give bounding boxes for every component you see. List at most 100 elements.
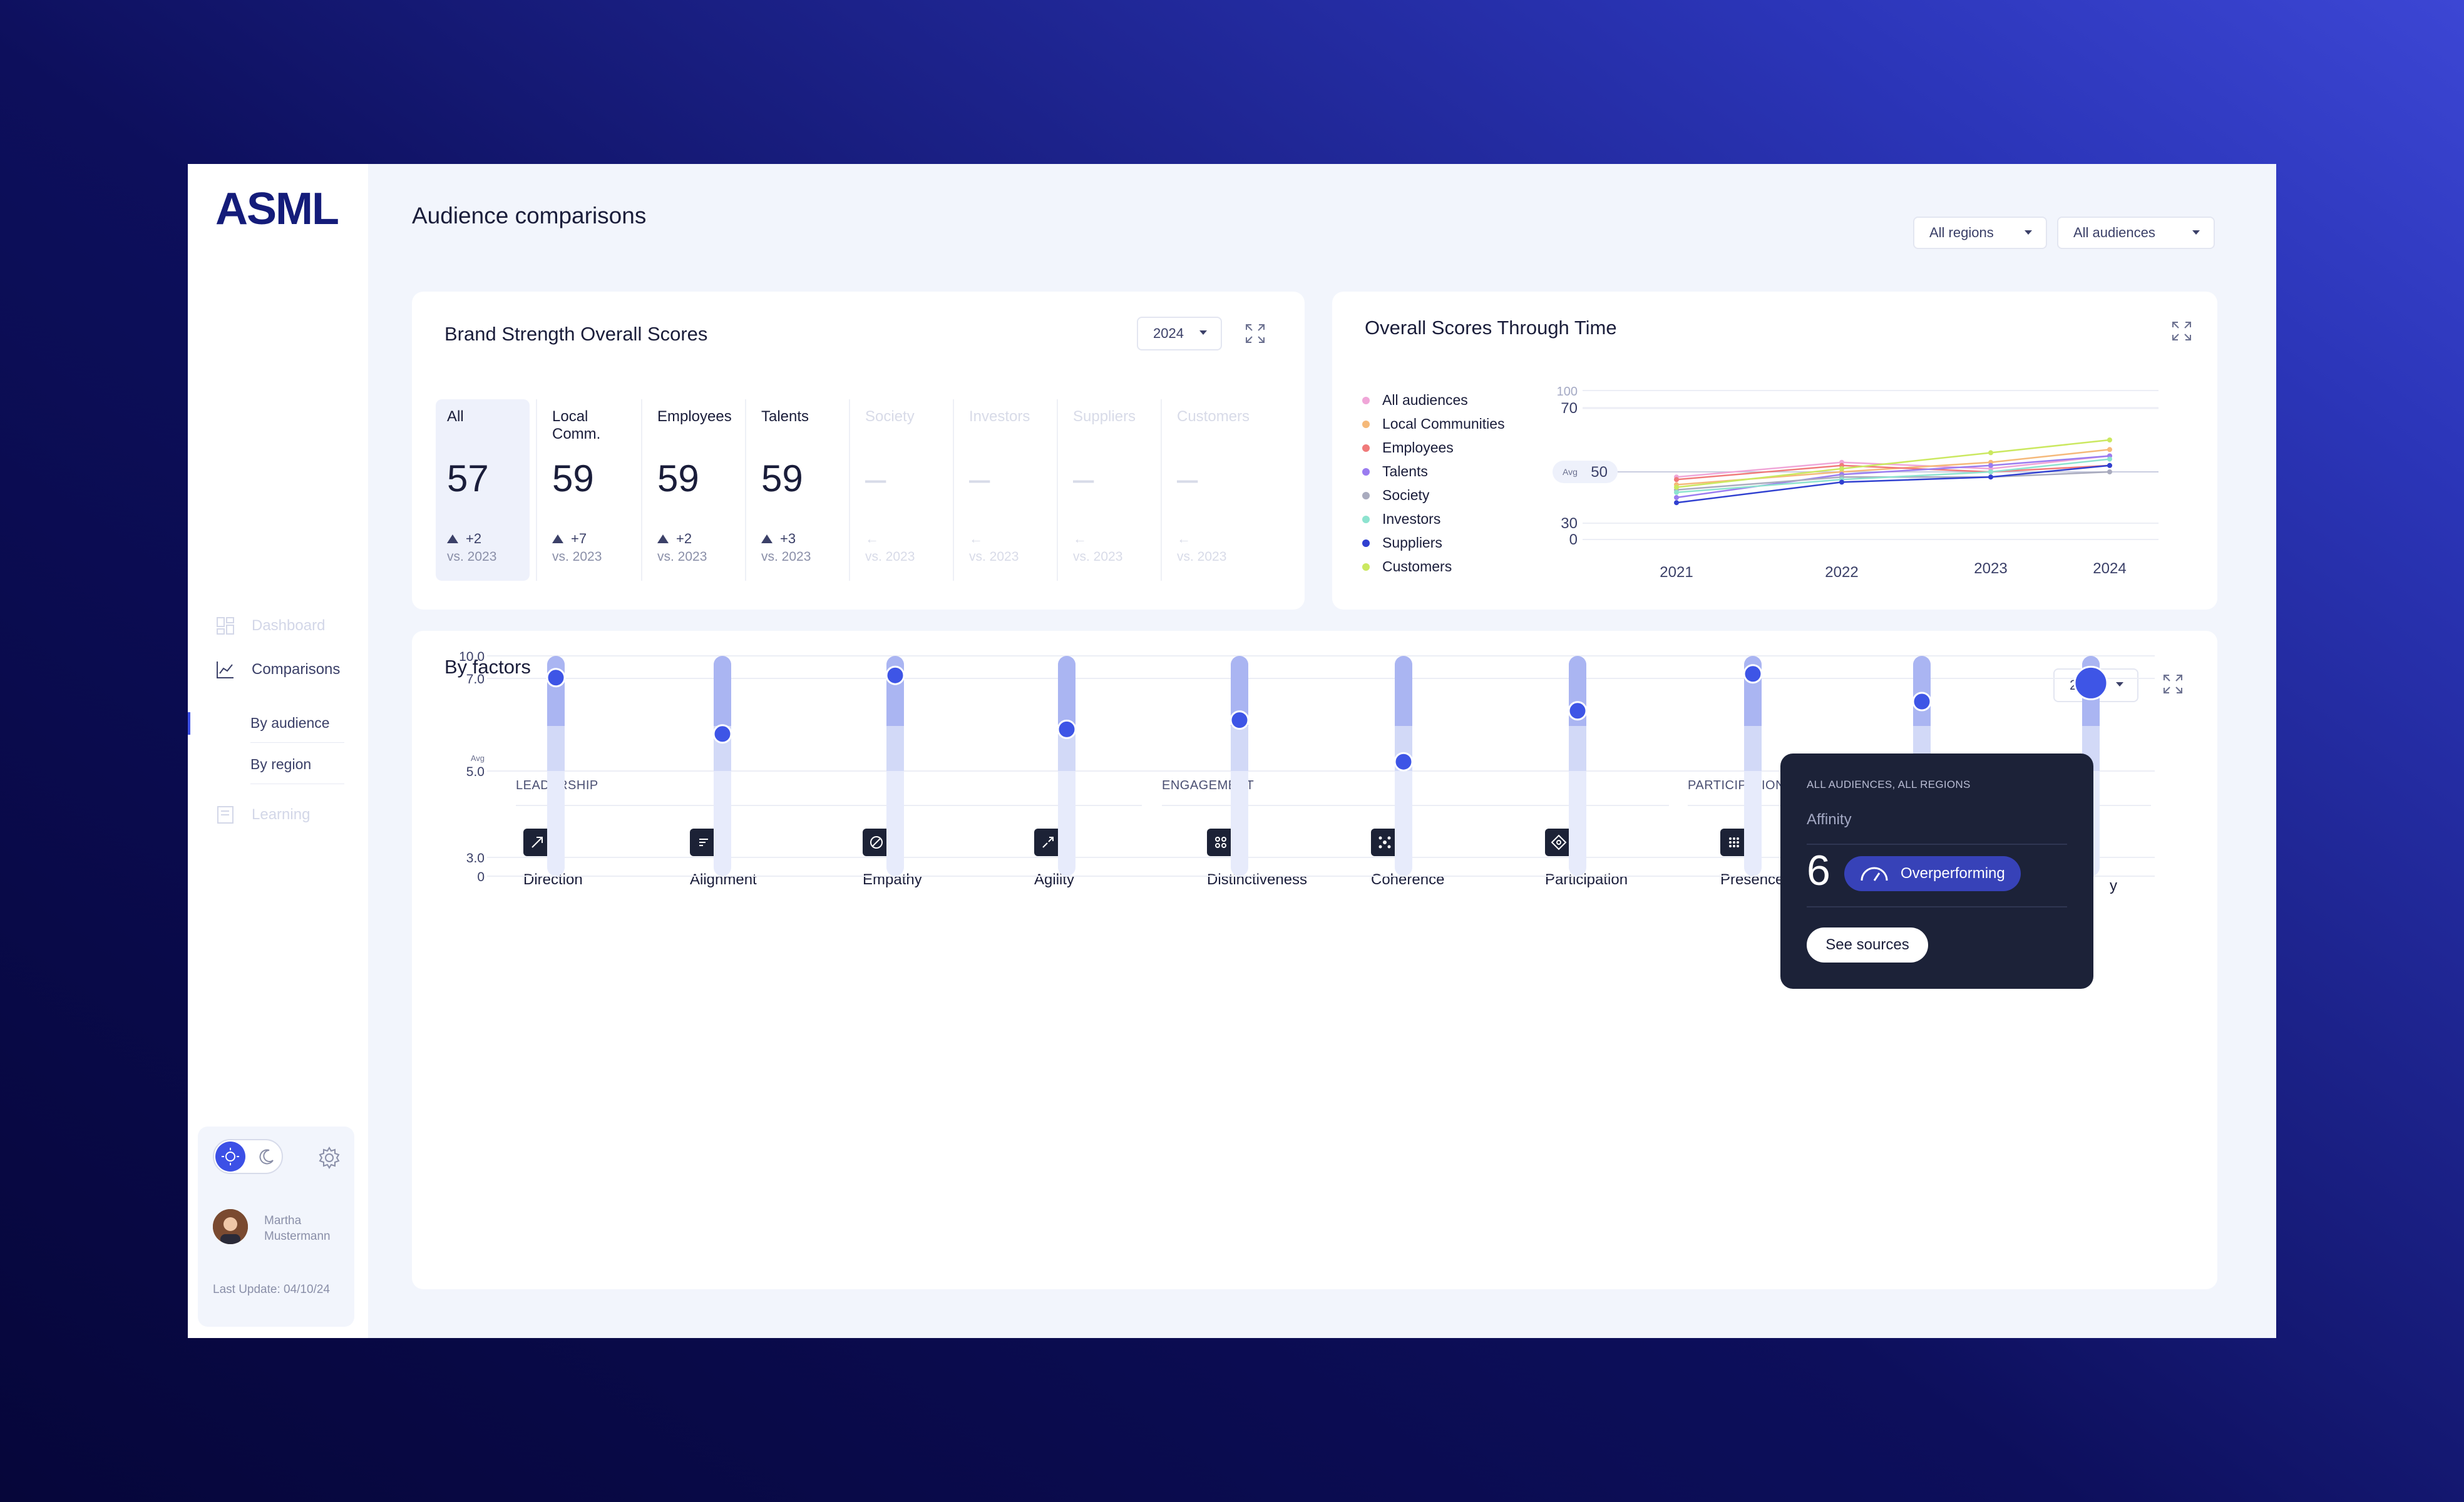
factor-score-dot[interactable] (885, 665, 905, 685)
factor-item[interactable]: Agility (1034, 829, 1159, 889)
legend-dot-icon (1362, 444, 1370, 452)
legend-item[interactable]: Suppliers (1362, 534, 1442, 551)
factor-score-dot[interactable] (1743, 664, 1763, 684)
caret-down-icon (2192, 230, 2200, 235)
series-line (1676, 464, 2110, 504)
factor-score-dot[interactable] (1394, 752, 1414, 772)
sidebar-subitem-by-audience[interactable]: By audience (250, 715, 330, 731)
expand-icon[interactable] (1245, 323, 1266, 344)
caret-down-icon (2116, 682, 2123, 687)
score-column[interactable]: Local Comm. 59 +7 vs. 2023 (541, 399, 635, 581)
app-window: ASML Dashboard Comparisons By audience B… (188, 164, 2276, 1338)
factor-score-dot[interactable] (2073, 665, 2108, 700)
grid-dots-icon (1207, 829, 1235, 856)
avg-label: Avg (471, 754, 485, 763)
score-delta: +2 (657, 531, 692, 547)
factor-score-dot[interactable] (1912, 692, 1932, 712)
score-column[interactable]: Suppliers – ← vs. 2023 (1062, 399, 1156, 581)
asml-logo[interactable]: ASML (215, 189, 341, 233)
y-tick-label: 5.0 (466, 765, 485, 779)
see-sources-button[interactable]: See sources (1807, 927, 1928, 963)
sidebar-subitem-by-region[interactable]: By region (250, 756, 312, 772)
factor-score-dot[interactable] (712, 724, 732, 744)
factor-item[interactable]: Distinctiveness (1207, 829, 1332, 889)
sidebar-item-dashboard[interactable]: Dashboard (215, 616, 325, 636)
agility-arrows-icon (1034, 829, 1062, 856)
section-divider (1162, 805, 1669, 806)
legend-item[interactable]: Investors (1362, 511, 1440, 528)
x-tick-label: 2024 (2093, 560, 2126, 577)
regions-dropdown[interactable]: All regions (1913, 217, 2047, 249)
score-value: 59 (761, 457, 803, 499)
factor-name-partial: y (2110, 877, 2117, 894)
score-column[interactable]: Investors – ← vs. 2023 (958, 399, 1052, 581)
y-tick-label: 0 (477, 870, 485, 884)
factor-score-dot[interactable] (1229, 710, 1250, 730)
score-delta: ← (969, 531, 983, 547)
score-column[interactable]: Customers – ← vs. 2023 (1166, 399, 1260, 581)
score-column[interactable]: Employees 59 +2 vs. 2023 (646, 399, 740, 581)
legend-item[interactable]: Society (1362, 487, 1429, 504)
y-tick-label: 7.0 (466, 672, 485, 687)
expand-icon[interactable] (2162, 673, 2184, 695)
theme-toggle[interactable] (213, 1139, 283, 1174)
sidebar-item-learning[interactable]: Learning (215, 805, 310, 825)
factor-item[interactable]: Direction (523, 829, 649, 889)
factor-score-dot[interactable] (546, 668, 566, 688)
series-point (1839, 466, 1844, 471)
score-column[interactable]: All 57 +2 vs. 2023 (436, 399, 530, 581)
dot-grid-icon (1720, 829, 1748, 856)
series-point (2107, 469, 2112, 474)
sidebar-item-comparisons[interactable]: Comparisons (215, 660, 340, 680)
x-tick-label: 2021 (1660, 564, 1693, 581)
gauge-icon (1861, 867, 1888, 881)
y-tick-label: 3.0 (466, 851, 485, 866)
audiences-dropdown[interactable]: All audiences (2057, 217, 2215, 249)
score-delta: ← (1073, 531, 1087, 547)
factor-score-dot[interactable] (1057, 719, 1077, 739)
legend-item[interactable]: Talents (1362, 463, 1428, 480)
score-label: Customers (1177, 408, 1250, 425)
score-label: Society (865, 408, 915, 425)
avg-label: Avg (1563, 467, 1578, 477)
series-point (2107, 437, 2112, 442)
legend-item[interactable]: Local Communities (1362, 416, 1505, 432)
score-column[interactable]: Talents 59 +3 vs. 2023 (750, 399, 844, 581)
gear-icon[interactable] (317, 1145, 342, 1170)
expand-icon[interactable] (2171, 320, 2192, 342)
factor-item[interactable]: Participation (1545, 829, 1670, 889)
score-delta-value: ← (865, 531, 879, 546)
score-value: – (1177, 457, 1198, 499)
score-delta-value: ← (1177, 531, 1191, 546)
status-badge: Overperforming (1844, 856, 2021, 891)
score-column[interactable]: Society – ← vs. 2023 (854, 399, 948, 581)
arrow-diagonal-icon (523, 829, 551, 856)
factor-range (886, 726, 904, 771)
series-point (2107, 456, 2112, 462)
legend-label: Employees (1382, 439, 1454, 456)
caret-down-icon (1199, 330, 1207, 335)
series-point (1674, 477, 1679, 483)
avg-pill (1553, 461, 1618, 483)
legend-dot-icon (1362, 491, 1370, 499)
factor-range (1569, 726, 1586, 771)
score-comparison: vs. 2023 (865, 549, 915, 564)
score-delta: +3 (761, 531, 796, 547)
score-comparison: vs. 2023 (447, 549, 497, 564)
factor-upper-range (1395, 668, 1412, 726)
factor-score-dot[interactable] (1568, 701, 1588, 721)
score-comparison: vs. 2023 (1073, 549, 1123, 564)
score-delta: +7 (552, 531, 587, 547)
legend-item[interactable]: Employees (1362, 439, 1454, 456)
avatar[interactable] (213, 1209, 248, 1244)
legend-item[interactable]: All audiences (1362, 392, 1468, 409)
series-line (1676, 458, 2110, 494)
legend-item[interactable]: Customers (1362, 558, 1452, 575)
factor-upper-range (1058, 668, 1075, 726)
column-separator (536, 399, 537, 581)
score-comparison: vs. 2023 (552, 549, 602, 564)
factor-item[interactable]: Coherence (1371, 829, 1496, 889)
last-update: Last Update: 04/10/24 (213, 1283, 330, 1296)
line-chart-icon (217, 662, 234, 678)
brand-strength-year-dropdown[interactable]: 2024 (1137, 317, 1222, 350)
